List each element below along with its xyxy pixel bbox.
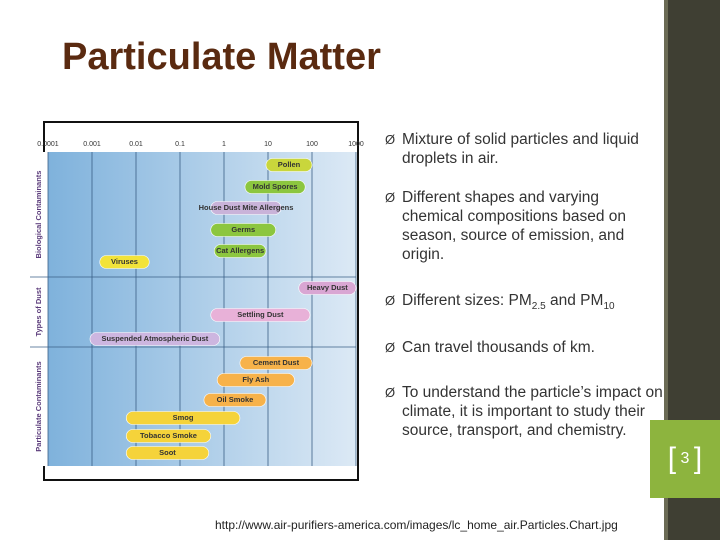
range-label: Germs xyxy=(231,225,255,234)
x-tick-label: 0.001 xyxy=(83,141,101,148)
x-tick-label: 0.0001 xyxy=(37,141,59,148)
range-pill xyxy=(125,429,212,443)
group-label: Types of Dust xyxy=(34,287,43,337)
page-number: [ 3 ] xyxy=(667,442,703,475)
range-label: House Dust Mite Allergens xyxy=(199,203,294,212)
range-pill xyxy=(216,373,295,387)
range-label: Pollen xyxy=(278,160,301,169)
x-tick-label: 0.1 xyxy=(175,141,185,148)
range-label: Settling Dust xyxy=(237,310,284,319)
subscript: 10 xyxy=(603,301,615,313)
range-pill xyxy=(298,281,357,295)
range-label: Smog xyxy=(173,413,194,422)
range-label: Suspended Atmospheric Dust xyxy=(101,334,208,343)
range-label: Soot xyxy=(159,448,176,457)
bullet: Different sizes: PM2.5 and PM10 xyxy=(385,291,664,316)
range-pill xyxy=(125,411,241,425)
x-tick-label: 10 xyxy=(264,141,272,148)
range-pill xyxy=(99,255,150,269)
range-label: Heavy Dust xyxy=(307,283,348,292)
range-label: Tobacco Smoke xyxy=(140,431,197,440)
side-strip xyxy=(664,0,668,540)
group-label: Particulate Contaminants xyxy=(34,361,43,451)
bullet: Different shapes and varying chemical co… xyxy=(385,188,664,264)
range-label: Fly Ash xyxy=(242,375,269,384)
range-label: Viruses xyxy=(111,257,138,266)
bullet-text: and PM xyxy=(545,292,604,309)
range-pill xyxy=(244,180,306,194)
range-pill xyxy=(210,223,277,237)
bullet: Mixture of solid particles and liquid dr… xyxy=(385,130,664,168)
range-pill xyxy=(265,158,313,172)
range-pill xyxy=(89,332,221,346)
range-pill xyxy=(239,356,313,370)
range-pill xyxy=(213,244,267,258)
x-tick-label: 0.01 xyxy=(129,141,143,148)
range-pill xyxy=(210,308,311,322)
x-tick-label: 1 xyxy=(222,141,226,148)
range-label: Oil Smoke xyxy=(217,395,254,404)
range-pill xyxy=(203,393,267,407)
bullet-text: Different sizes: PM xyxy=(402,292,532,309)
group-label: Biological Contaminants xyxy=(34,171,43,259)
source-url: http://www.air-purifiers-america.com/ima… xyxy=(215,518,618,532)
bullet: To understand the particle’s impact on c… xyxy=(385,383,664,440)
title: Particulate Matter xyxy=(62,36,381,78)
range-pill xyxy=(125,446,210,460)
page-number-text: 3 xyxy=(680,450,690,467)
bullet: Can travel thousands of km. xyxy=(385,338,664,357)
subscript: 2.5 xyxy=(531,301,546,313)
group-column xyxy=(30,152,48,466)
x-tick-label: 100 xyxy=(306,141,318,148)
range-label: Mold Spores xyxy=(253,182,298,191)
range-pill xyxy=(210,201,282,215)
range-label: Cat Allergens xyxy=(216,246,264,255)
range-label: Cement Dust xyxy=(253,358,300,367)
x-tick-label: 1000 xyxy=(348,141,364,148)
